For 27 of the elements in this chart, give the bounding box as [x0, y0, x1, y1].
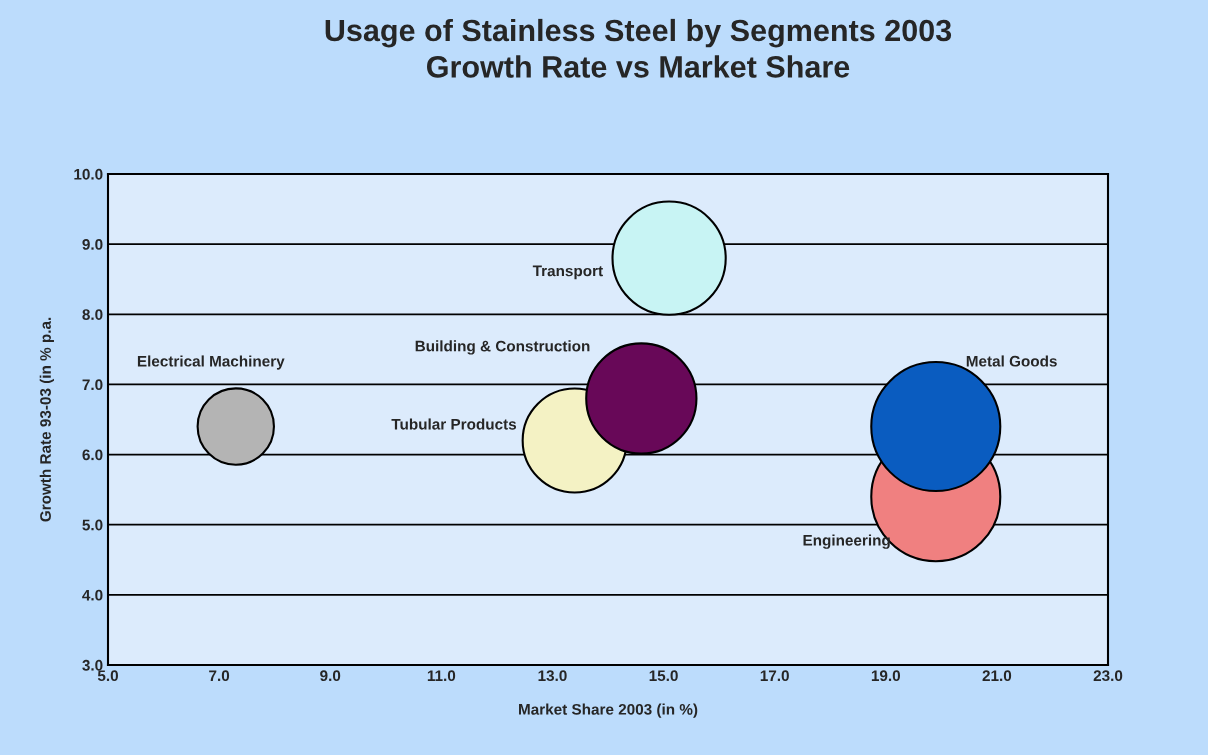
- x-tick-label: 15.0: [649, 670, 678, 682]
- x-tick-label: 7.0: [209, 670, 230, 682]
- y-tick-label: 7.0: [82, 379, 103, 391]
- x-tick-label: 13.0: [538, 670, 567, 682]
- x-tick-label: 5.0: [97, 670, 118, 682]
- chart-title: Usage of Stainless Steel by Segments 2003 Growth Rate vs Market Share: [325, 18, 952, 78]
- y-tick-label: 10.0: [74, 168, 103, 180]
- series-label: Tubular Products: [391, 418, 517, 430]
- x-tick-label: 23.0: [1093, 670, 1123, 682]
- y-tick-label: 4.0: [82, 589, 103, 601]
- x-tick-label: 21.0: [982, 670, 1012, 682]
- series-label: Engineering: [803, 534, 890, 549]
- y-tick-label: 8.0: [82, 309, 103, 320]
- series-label: Transport: [532, 265, 603, 280]
- y-tick-label: 5.0: [82, 519, 103, 531]
- x-tick-label: 17.0: [760, 670, 789, 682]
- x-tick-label: 19.0: [871, 670, 901, 682]
- x-axis-title: Market Share 2003 (in %): [519, 703, 698, 718]
- y-tick-label: 3.0: [82, 659, 103, 671]
- series-label: Building & Construction: [415, 340, 590, 355]
- x-tick-label: 11.0: [427, 670, 456, 682]
- series-label: Electrical Machinery: [137, 355, 285, 370]
- y-tick-label: 9.0: [82, 239, 103, 250]
- y-axis-title: Growth Rate 93-03 (in % p.a.: [39, 317, 54, 522]
- x-tick-label: 9.0: [320, 670, 341, 682]
- series-label: Metal Goods: [966, 355, 1057, 367]
- y-tick-label: 6.0: [82, 449, 103, 461]
